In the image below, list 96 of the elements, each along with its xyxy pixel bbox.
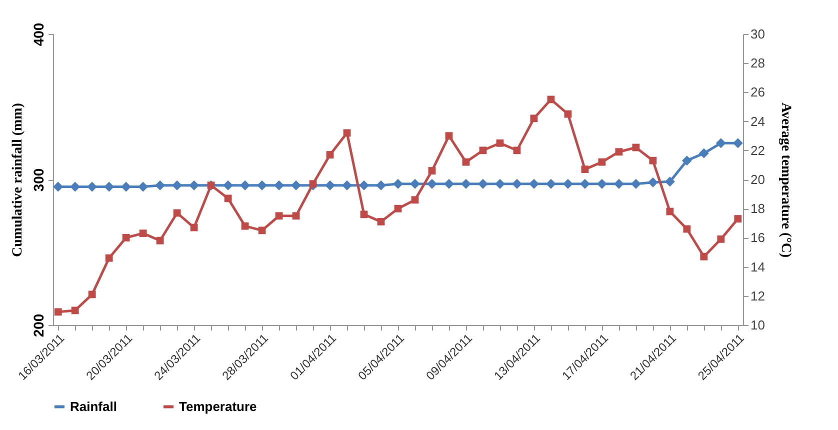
- point: [138, 182, 148, 192]
- point: [139, 230, 147, 238]
- y-axis-title: Cumulative rainfall (mm): [10, 102, 26, 257]
- point: [173, 209, 181, 217]
- point: [598, 158, 606, 166]
- point: [394, 204, 402, 212]
- point: [512, 178, 522, 189]
- point: [376, 180, 386, 190]
- point: [359, 180, 370, 190]
- point: [274, 180, 284, 190]
- point: [360, 210, 368, 218]
- point: [580, 178, 590, 189]
- point: [513, 146, 521, 154]
- legend-label: Temperature: [179, 398, 257, 414]
- point: [257, 180, 268, 190]
- point: [411, 196, 419, 204]
- point: [530, 114, 538, 122]
- point: [54, 308, 62, 316]
- point: [444, 178, 454, 189]
- point: [122, 234, 130, 242]
- point: [700, 252, 708, 260]
- point: [88, 290, 96, 298]
- y2-tick-label: 10: [750, 318, 765, 332]
- point: [325, 180, 336, 190]
- point: [683, 225, 691, 233]
- point: [496, 139, 504, 147]
- y2-axis-title: Average temperature (°C): [778, 102, 793, 258]
- point: [479, 146, 487, 154]
- point: [224, 194, 232, 202]
- point: [291, 180, 302, 190]
- point: [104, 182, 114, 192]
- point: [189, 180, 200, 190]
- point: [666, 208, 674, 216]
- point: [87, 182, 98, 192]
- point: [494, 178, 505, 189]
- y2-tick-label: 24: [750, 114, 765, 129]
- point: [342, 180, 352, 190]
- point: [632, 144, 640, 152]
- point: [426, 178, 437, 189]
- point: [292, 212, 300, 220]
- y-tick-label: 200: [30, 314, 46, 338]
- point: [562, 178, 573, 189]
- y-tick-label: 400: [30, 22, 46, 46]
- y2-tick-label: 22: [750, 142, 765, 158]
- point: [71, 306, 79, 314]
- y2-tick-label: 14: [750, 259, 765, 274]
- point: [343, 129, 351, 137]
- point: [410, 178, 420, 189]
- point: [698, 148, 709, 158]
- y2-tick-label: 28: [750, 56, 765, 71]
- point: [428, 167, 436, 174]
- point: [156, 236, 164, 244]
- point: [732, 138, 743, 148]
- point: [596, 178, 607, 189]
- point: [240, 180, 250, 190]
- point: [682, 156, 692, 166]
- point: [155, 180, 166, 190]
- point: [528, 178, 539, 189]
- point: [581, 166, 589, 174]
- point: [393, 178, 403, 189]
- point: [547, 96, 555, 104]
- y2-tick-label: 16: [750, 230, 765, 246]
- y-tick-label: 300: [30, 168, 46, 192]
- point: [309, 180, 317, 188]
- point: [615, 148, 623, 156]
- y2-tick-label: 20: [750, 172, 765, 187]
- point: [445, 132, 453, 140]
- point: [190, 224, 198, 232]
- point: [648, 177, 658, 188]
- point: [564, 110, 572, 118]
- y2-tick-label: 30: [750, 26, 765, 42]
- point: [172, 180, 182, 190]
- point: [275, 212, 283, 220]
- point: [649, 156, 657, 164]
- point: [716, 138, 726, 148]
- point: [53, 182, 64, 192]
- legend-label: Rainfall: [70, 398, 117, 414]
- point: [121, 182, 132, 192]
- point: [460, 178, 471, 189]
- point: [717, 235, 725, 243]
- point: [241, 222, 249, 230]
- point: [734, 215, 742, 222]
- y2-tick-label: 26: [750, 84, 765, 100]
- point: [258, 226, 266, 234]
- point: [546, 178, 556, 189]
- point: [105, 254, 113, 262]
- point: [478, 178, 488, 189]
- point: [223, 180, 234, 190]
- y2-tick-label: 12: [750, 288, 765, 304]
- point: [377, 218, 385, 226]
- y2-tick-label: 18: [750, 201, 765, 216]
- point: [326, 151, 334, 158]
- point: [664, 176, 675, 187]
- point: [70, 182, 80, 192]
- point: [614, 178, 624, 189]
- point: [630, 178, 641, 189]
